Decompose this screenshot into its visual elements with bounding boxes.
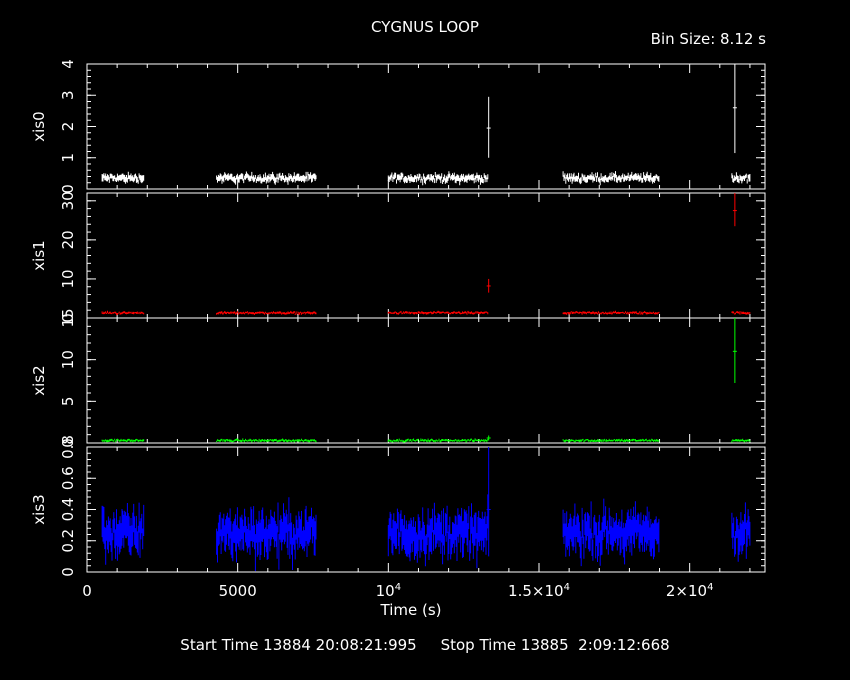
y-tick-label: 4 — [59, 59, 77, 69]
panel-frame — [86, 317, 766, 444]
y-tick-label: 0.8 — [59, 435, 77, 459]
y-tick-label: 0.4 — [59, 498, 77, 522]
light-curve-series — [101, 438, 751, 443]
y-tick-label: 0.6 — [59, 466, 77, 490]
panel-xis2: 0 5 10 15 xis2 — [30, 308, 766, 448]
y-axis-label: xis0 — [30, 111, 48, 141]
panel-xis3: 0 0.2 0.4 0.6 0.8 xis3 — [30, 435, 766, 577]
x-tick-label: 104 — [376, 582, 401, 600]
time-range-footer: Start Time 13884 20:08:21:995 Stop Time … — [0, 636, 850, 654]
panel-frame — [86, 63, 766, 190]
panel-xis0: 0 1 2 3 4 xis0 — [30, 59, 766, 194]
x-tick-label: 2×104 — [666, 582, 714, 600]
y-tick-label: 20 — [59, 230, 77, 249]
y-tick-label: 5 — [59, 397, 77, 407]
y-axis-label: xis2 — [30, 365, 48, 395]
x-tick-label: 0 — [82, 582, 92, 600]
y-tick-label: 30 — [59, 191, 77, 210]
x-tick-label: 5000 — [219, 582, 257, 600]
bin-size-label: Bin Size: 8.12 s — [650, 30, 766, 48]
chart-title: CYGNUS LOOP — [371, 18, 479, 36]
panel-xis1: 0 10 20 30 xis1 — [30, 191, 766, 323]
x-axis-label: Time (s) — [380, 601, 442, 619]
y-tick-label: 0 — [59, 438, 77, 448]
y-axis-label: xis1 — [30, 240, 48, 270]
y-tick-label: 15 — [59, 308, 77, 327]
y-tick-label: 0.2 — [59, 529, 77, 553]
y-tick-label: 0 — [59, 567, 77, 577]
start-time: Start Time 13884 20:08:21:995 — [180, 636, 417, 654]
light-curve-series — [101, 310, 751, 315]
y-tick-label: 0 — [59, 313, 77, 323]
y-tick-label: 10 — [59, 269, 77, 288]
y-tick-label: 1 — [59, 153, 77, 163]
y-tick-label: 0 — [59, 184, 77, 194]
light-curve-series — [101, 494, 751, 572]
y-axis-label: xis3 — [30, 494, 48, 524]
y-tick-label: 2 — [59, 122, 77, 132]
light-curve-series — [101, 171, 751, 186]
y-tick-label: 10 — [59, 350, 77, 369]
x-tick-label: 1.5×104 — [508, 582, 570, 600]
stop-time: Stop Time 13885 2:09:12:668 — [440, 636, 670, 654]
y-tick-label: 3 — [59, 90, 77, 100]
panel-frame — [86, 192, 766, 319]
